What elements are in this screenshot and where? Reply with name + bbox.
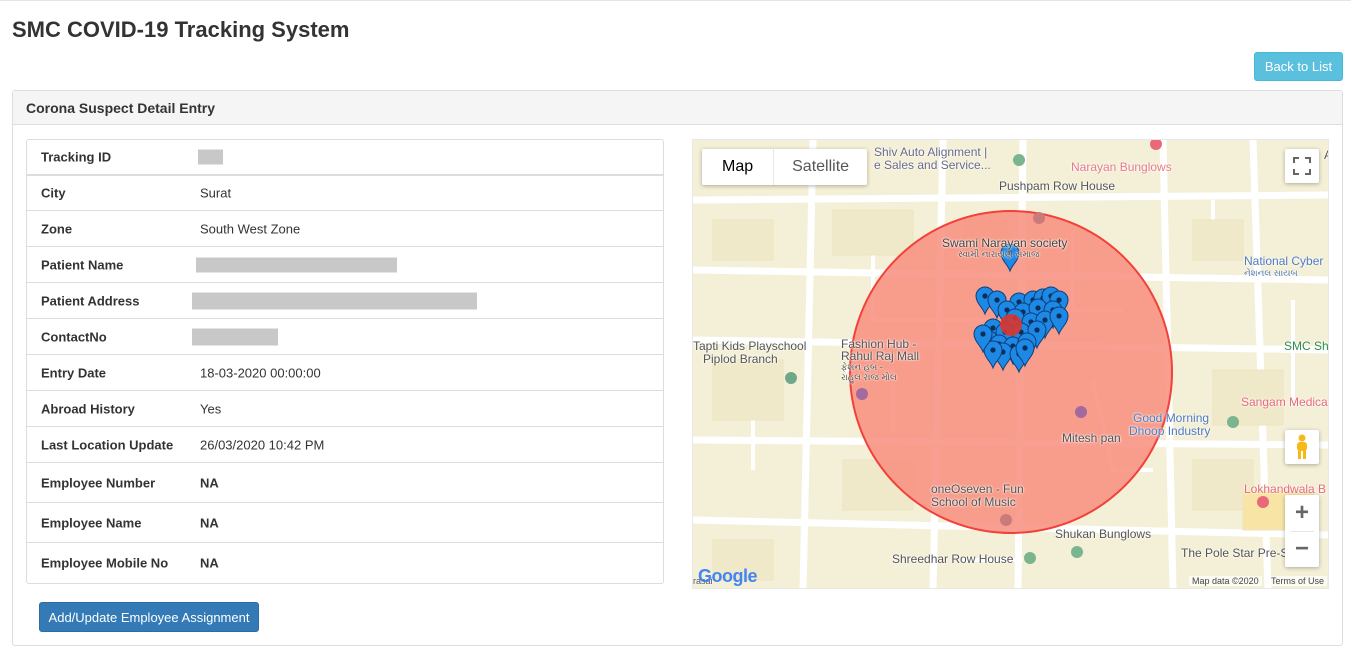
- employee-name-value: NA: [200, 515, 219, 530]
- map-label-national: National Cyber: [1244, 254, 1324, 268]
- map-label-shiv: Shiv Auto Alignment |: [874, 145, 988, 159]
- map-label-national-guj: નેશનલ સાયબ: [1244, 268, 1298, 278]
- row-employee-name: Employee Name NA: [27, 503, 663, 543]
- row-entry-date: Entry Date 18-03-2020 00:00:00: [27, 355, 663, 391]
- map-label-edge-a: A: [1324, 148, 1328, 162]
- map-label-fashion: Fashion Hub -: [841, 337, 917, 351]
- abroad-history-value: Yes: [200, 401, 222, 416]
- pegman-icon: [1297, 434, 1307, 459]
- zone-label: Zone: [41, 221, 73, 236]
- employee-name-label: Employee Name: [41, 515, 142, 530]
- employee-mobile-label: Employee Mobile No: [41, 555, 169, 571]
- row-tracking-id: Tracking ID: [27, 140, 663, 176]
- row-employee-number: Employee Number NA: [27, 463, 663, 503]
- zoom-divider: [1290, 531, 1314, 532]
- map-label-fashion-guj: ફેશન હબ -: [841, 362, 883, 372]
- street-view-pegman[interactable]: [1285, 430, 1319, 464]
- redacted-contact-no: [192, 328, 278, 345]
- panel-heading: Corona Suspect Detail Entry: [13, 91, 1342, 125]
- map-label-swami: Swami Narayan society: [942, 236, 1068, 250]
- map-label-pushpam: Pushpam Row House: [999, 179, 1116, 193]
- city-value: Surat: [200, 185, 232, 201]
- fullscreen-icon: [1293, 157, 1311, 175]
- entry-date-label: Entry Date: [41, 365, 107, 380]
- back-to-list-button[interactable]: Back to List: [1254, 52, 1343, 81]
- row-city: City Surat: [27, 176, 663, 211]
- row-contact-no: ContactNo: [27, 319, 663, 355]
- map-label-rahul: Rahul Raj Mall: [841, 349, 920, 363]
- map-type-satellite-button[interactable]: Satellite: [792, 158, 850, 175]
- row-employee-mobile: Employee Mobile No NA: [27, 543, 663, 583]
- entry-date-value: 18-03-2020 00:00:00: [200, 365, 321, 380]
- map-label-tapti: Tapti Kids Playschool: [693, 339, 807, 353]
- employee-mobile-value: NA: [200, 555, 219, 571]
- map-label-school: School of Music: [931, 495, 1016, 509]
- detail-table: Tracking ID City Surat Zone South West Z…: [26, 139, 664, 584]
- map-label-smc: SMC Sha: [1284, 339, 1329, 353]
- redacted-patient-address: [192, 292, 477, 309]
- contact-no-label: ContactNo: [41, 329, 107, 344]
- patient-name-label: Patient Name: [41, 257, 124, 272]
- city-label: City: [41, 185, 66, 201]
- redacted-tracking-id: [198, 149, 223, 165]
- zoom-in-button[interactable]: +: [1294, 499, 1309, 526]
- row-patient-address: Patient Address: [27, 283, 663, 319]
- map-label-mitesh: Mitesh pan: [1062, 431, 1121, 445]
- employee-number-value: NA: [200, 475, 219, 490]
- fullscreen-button[interactable]: [1285, 149, 1319, 183]
- zoom-control: + −: [1285, 495, 1319, 567]
- page-title: SMC COVID-19 Tracking System: [12, 17, 350, 42]
- map-background: [693, 140, 1328, 588]
- zone-value: South West Zone: [200, 221, 301, 236]
- row-abroad-history: Abroad History Yes: [27, 391, 663, 427]
- map-label-polestar: The Pole Star Pre-S: [1181, 546, 1289, 560]
- add-update-employee-assignment-button[interactable]: Add/Update Employee Assignment: [39, 602, 259, 632]
- map-label-goodmorning: Good Morning: [1133, 411, 1210, 425]
- map-label-oneoseven: oneOseven - Fun: [931, 482, 1024, 496]
- map-label-narayan: Narayan Bunglows: [1071, 160, 1172, 174]
- map-label-sangam: Sangam Medica: [1241, 395, 1328, 409]
- last-location-update-value: 26/03/2020 10:42 PM: [200, 437, 325, 452]
- map-view[interactable]: Shiv Auto Alignment | e Sales and Servic…: [692, 139, 1329, 589]
- google-logo: Google: [698, 566, 758, 586]
- map-label-piplod: Piplod Branch: [703, 352, 778, 366]
- map-label-dhoop: Dhoop Industry: [1129, 424, 1211, 438]
- map-label-shiv2: e Sales and Service...: [874, 158, 991, 172]
- map-label-shreedhar: Shreedhar Row House: [892, 552, 1014, 566]
- suspect-detail-panel: Corona Suspect Detail Entry Tracking ID …: [12, 90, 1343, 646]
- map-label-shukan: Shukan Bunglows: [1055, 527, 1152, 541]
- tracking-id-label: Tracking ID: [41, 149, 112, 165]
- map-data-attribution: Map data ©2020: [1189, 576, 1262, 586]
- map-label-lokhandwala: Lokhandwala B: [1244, 482, 1327, 496]
- map-label-edge-rasai: rasai: [693, 576, 713, 586]
- terms-of-use-link[interactable]: Terms of Use: [1268, 576, 1328, 586]
- zoom-out-button[interactable]: −: [1294, 535, 1309, 562]
- abroad-history-label: Abroad History: [41, 401, 135, 416]
- employee-number-label: Employee Number: [41, 475, 156, 490]
- row-last-location-update: Last Location Update 26/03/2020 10:42 PM: [27, 427, 663, 463]
- row-zone: Zone South West Zone: [27, 211, 663, 247]
- map-label-swami-guj: સ્વામી નારાયણ સમાજ: [958, 249, 1040, 259]
- map-label-rahul-guj: રાહુલ રાજ મોલ: [841, 372, 897, 382]
- last-location-update-label: Last Location Update: [41, 437, 174, 452]
- map-type-control: Map Satellite: [702, 149, 868, 185]
- map-type-map-button[interactable]: Map: [702, 149, 775, 185]
- redacted-patient-name: [196, 257, 397, 272]
- row-patient-name: Patient Name: [27, 247, 663, 283]
- patient-address-label: Patient Address: [41, 293, 140, 308]
